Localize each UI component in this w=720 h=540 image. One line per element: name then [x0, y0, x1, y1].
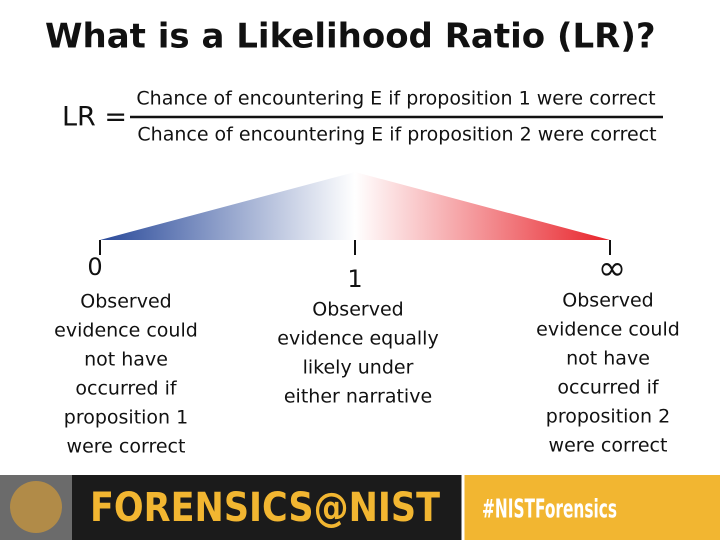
description-line: were correct: [549, 435, 668, 457]
description-line: either narrative: [284, 386, 432, 408]
formula-lhs: LR =: [62, 102, 127, 133]
slide-title: What is a Likelihood Ratio (LR)?: [45, 17, 656, 57]
description-line: occurred if: [75, 378, 177, 400]
description-line: Observed: [80, 291, 171, 313]
ticks: [99, 240, 611, 255]
description-line: evidence equally: [277, 328, 438, 350]
description-line: Observed: [562, 290, 653, 312]
denominator: Chance of encountering E if proposition …: [137, 124, 656, 146]
footer-hashtag: #NISTForensics: [482, 495, 617, 525]
description-line: evidence could: [54, 320, 198, 342]
lr-triangle: [100, 172, 610, 240]
description-line: occurred if: [557, 377, 659, 399]
footer-dark: [0, 475, 463, 540]
description-line: were correct: [67, 436, 186, 458]
numerator: Chance of encountering E if proposition …: [136, 88, 655, 110]
footer-logo: [10, 481, 62, 533]
description-line: not have: [84, 349, 168, 371]
scale-label: 0: [87, 253, 102, 281]
footer-brand: FORENSICS@NIST: [90, 485, 441, 531]
description-line: proposition 2: [546, 406, 670, 428]
descriptions: Observed evidence could not have occurred i…: [54, 290, 680, 458]
description-line: likely under: [303, 357, 414, 379]
description-line: proposition 1: [64, 407, 188, 429]
description-line: not have: [566, 348, 650, 370]
scale-label: 1: [347, 265, 362, 293]
footer-yellow: [463, 475, 720, 540]
scale-label: ∞: [598, 249, 626, 289]
description-line: evidence could: [536, 319, 680, 341]
description-line: Observed: [312, 299, 403, 321]
